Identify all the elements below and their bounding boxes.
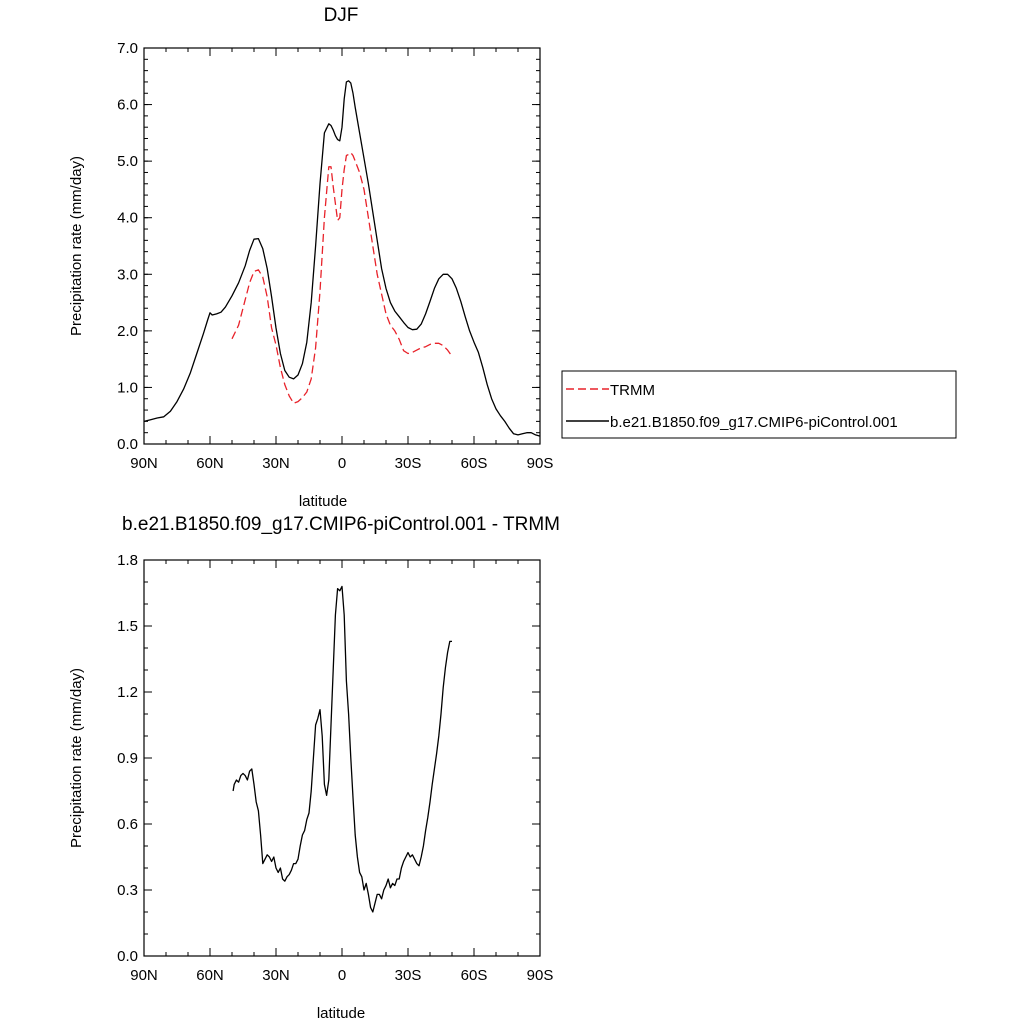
difference-line-chart: b.e21.B1850.f09_g17.CMIP6-piControl.001 … [68, 514, 560, 1022]
x-tick-label: 60N [196, 967, 224, 984]
x-tick-label: 30S [395, 455, 422, 472]
y-tick-label: 1.8 [117, 552, 138, 569]
tick-marks [143, 559, 541, 957]
x-tick-label: 60S [461, 967, 488, 984]
y-tick-label: 0.6 [117, 816, 138, 833]
series-layer [232, 585, 452, 913]
y-axis-label: Precipitation rate (mm/day) [68, 156, 85, 336]
tick-marks [143, 47, 541, 445]
series-line-trmm [231, 152, 453, 404]
x-tick-label: 90N [130, 455, 158, 472]
x-tick-label: 30S [395, 967, 422, 984]
series-line-difference [232, 585, 452, 913]
tick-labels: 0.0 0.3 0.6 0.9 1.2 1.5 1.8 90N 60N 30N 0 30S 60S 90S [117, 552, 553, 984]
y-tick-label: 0.9 [117, 750, 138, 767]
x-tick-label: 0 [338, 967, 346, 984]
legend-box [561, 370, 957, 439]
y-tick-label: 3.0 [117, 266, 138, 283]
tick-labels: 0.0 1.0 2.0 3.0 4.0 5.0 6.0 7.0 90N 60N 30N 0 30S 60S… [117, 40, 553, 472]
plot-frame [143, 47, 541, 445]
legend-label-trmm: TRMM [610, 382, 655, 399]
x-tick-label: 0 [338, 455, 346, 472]
series-layer [143, 80, 541, 437]
y-tick-label: 7.0 [117, 40, 138, 57]
y-tick-label: 5.0 [117, 153, 138, 170]
x-tick-label: 90S [527, 455, 554, 472]
y-axis-label: Precipitation rate (mm/day) [68, 668, 85, 848]
x-tick-label: 60S [461, 455, 488, 472]
x-tick-label: 90N [130, 967, 158, 984]
x-tick-label: 60N [196, 455, 224, 472]
chart-title: b.e21.B1850.f09_g17.CMIP6-piControl.001 … [122, 514, 560, 535]
series-line-b-e21-b1850-f09-g17-cmip6-picontrol-001 [143, 80, 541, 437]
chart-title: DJF [324, 5, 359, 26]
y-tick-label: 1.5 [117, 618, 138, 635]
x-tick-label: 30N [262, 455, 290, 472]
y-tick-label: 0.0 [117, 436, 138, 453]
plot-frame [143, 559, 541, 957]
y-tick-label: 2.0 [117, 323, 138, 340]
legend: TRMM b.e21.B1850.f09_g17.CMIP6-piControl… [561, 370, 957, 439]
legend-label-model: b.e21.B1850.f09_g17.CMIP6-piControl.001 [610, 414, 898, 431]
djf-line-chart: DJF latitude Precipitation rate (mm/day)… [68, 5, 553, 510]
x-axis-label: latitude [299, 493, 347, 510]
x-axis-label: latitude [317, 1005, 365, 1022]
y-tick-label: 1.0 [117, 379, 138, 396]
x-tick-label: 30N [262, 967, 290, 984]
y-tick-label: 0.0 [117, 948, 138, 965]
y-tick-label: 0.3 [117, 882, 138, 899]
y-tick-label: 4.0 [117, 210, 138, 227]
x-tick-label: 90S [527, 967, 554, 984]
y-tick-label: 1.2 [117, 684, 138, 701]
y-tick-label: 6.0 [117, 97, 138, 114]
